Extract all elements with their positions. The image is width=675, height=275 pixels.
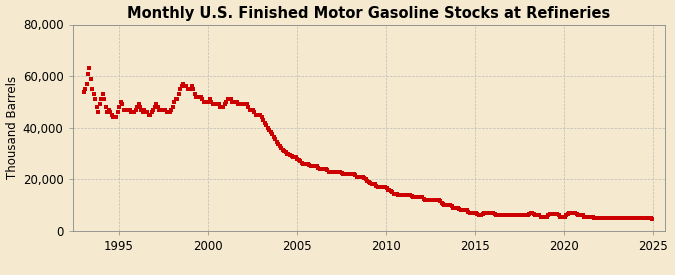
Y-axis label: Thousand Barrels: Thousand Barrels bbox=[5, 76, 18, 179]
Title: Monthly U.S. Finished Motor Gasoline Stocks at Refineries: Monthly U.S. Finished Motor Gasoline Sto… bbox=[127, 6, 610, 21]
